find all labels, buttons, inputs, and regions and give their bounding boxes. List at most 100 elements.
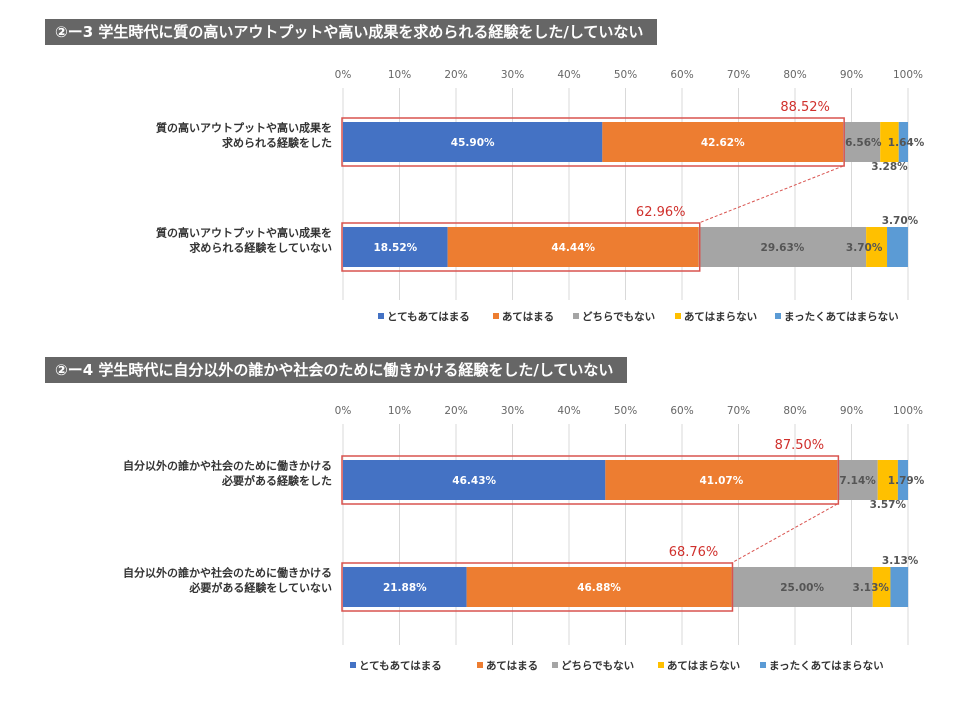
bar-segment [897, 460, 908, 500]
legend-swatch [573, 313, 579, 319]
bar-segment [731, 567, 873, 607]
category-label: 質の高いアウトプットや高い成果を [156, 121, 332, 135]
x-tick-label: 0% [335, 69, 352, 81]
category-label: 自分以外の誰かや社会のために働きかける [123, 459, 332, 473]
x-tick-label: 50% [614, 405, 637, 417]
category-label: 必要がある経験をした [221, 474, 332, 488]
x-tick-label: 100% [893, 405, 923, 417]
x-tick-label: 20% [444, 405, 467, 417]
bar-segment [605, 460, 838, 500]
x-tick-label: 90% [840, 69, 863, 81]
legend-label: どちらでもない [561, 659, 634, 672]
x-tick-label: 10% [388, 69, 411, 81]
bar-segment [447, 227, 699, 267]
bar-segment [877, 460, 898, 500]
category-label: 求められる経験をした [222, 136, 332, 150]
legend-swatch [378, 313, 384, 319]
bar-segment [837, 460, 878, 500]
highlight-total-label: 68.76% [669, 545, 719, 560]
x-tick-label: 30% [501, 69, 524, 81]
x-tick-label: 80% [783, 69, 806, 81]
bar-segment [872, 567, 891, 607]
bar-segment [602, 122, 844, 162]
segment-value-label: 41.07% [699, 475, 743, 487]
category-label: 必要がある経験をしていない [188, 581, 332, 595]
x-tick-label: 30% [501, 405, 524, 417]
segment-value-label: 45.90% [451, 137, 495, 149]
bar-segment [698, 227, 867, 267]
legend-label: あてはまる [502, 310, 554, 323]
x-tick-label: 40% [557, 69, 580, 81]
x-tick-label: 60% [670, 69, 693, 81]
bar-segment [343, 567, 467, 607]
segment-value-label: 3.57% [870, 499, 907, 511]
bar-segment [843, 122, 881, 162]
segment-value-label: 1.79% [888, 475, 925, 487]
x-tick-label: 60% [670, 405, 693, 417]
connector-line [698, 165, 844, 224]
segment-value-label: 3.13% [853, 582, 890, 594]
segment-value-label: 21.88% [383, 582, 427, 594]
legend-swatch [477, 662, 483, 668]
x-tick-label: 20% [444, 69, 467, 81]
x-tick-label: 10% [388, 405, 411, 417]
legend-swatch [552, 662, 558, 668]
segment-value-label: 42.62% [701, 137, 745, 149]
connector-line [731, 503, 838, 564]
segment-value-label: 3.70% [846, 242, 883, 254]
category-label: 質の高いアウトプットや高い成果を [156, 226, 332, 240]
x-tick-label: 70% [727, 405, 750, 417]
legend-swatch [675, 313, 681, 319]
x-tick-label: 80% [783, 405, 806, 417]
bar-segment [866, 227, 888, 267]
highlight-box [341, 117, 845, 167]
chart-title: ②ー4 学生時代に自分以外の誰かや社会のために働きかける経験をした/していない [45, 357, 628, 383]
bar-segment [887, 227, 908, 267]
x-tick-label: 50% [614, 69, 637, 81]
legend-label: あてはまらない [667, 659, 740, 672]
legend-label: あてはまる [486, 659, 538, 672]
segment-value-label: 1.64% [888, 137, 925, 149]
segment-value-label: 3.28% [871, 161, 908, 173]
legend-label: まったくあてはまらない [769, 659, 884, 672]
legend-swatch [760, 662, 766, 668]
bar-segment [466, 567, 732, 607]
segment-value-label: 7.14% [839, 475, 876, 487]
legend-swatch [350, 662, 356, 668]
highlight-box [341, 562, 734, 612]
x-tick-label: 70% [727, 69, 750, 81]
highlight-total-label: 87.50% [775, 438, 825, 453]
highlight-total-label: 88.52% [780, 100, 830, 115]
category-label: 自分以外の誰かや社会のために働きかける [123, 566, 332, 580]
legend-label: どちらでもない [582, 310, 655, 323]
legend-swatch [493, 313, 499, 319]
highlight-box [341, 455, 840, 505]
segment-value-label: 44.44% [551, 242, 595, 254]
chart-title: ②ー3 学生時代に質の高いアウトプットや高い成果を求められる経験をした/していな… [45, 19, 658, 45]
bar-segment [880, 122, 899, 162]
legend-label: とてもあてはまる [359, 659, 442, 672]
chart-panel-1: ②ー3 学生時代に質の高いアウトプットや高い成果を求められる経験をした/していな… [0, 0, 960, 340]
legend-label: まったくあてはまらない [784, 310, 899, 323]
x-tick-label: 100% [893, 69, 923, 81]
segment-value-label: 3.70% [882, 215, 919, 227]
highlight-total-label: 62.96% [636, 205, 686, 220]
segment-value-label: 18.52% [373, 242, 417, 254]
x-tick-label: 90% [840, 405, 863, 417]
bar-segment [890, 567, 909, 607]
segment-value-label: 6.56% [845, 137, 882, 149]
legend-label: あてはまらない [684, 310, 757, 323]
x-tick-label: 40% [557, 405, 580, 417]
segment-value-label: 25.00% [780, 582, 824, 594]
legend-label: とてもあてはまる [387, 310, 470, 323]
bar-segment [343, 227, 448, 267]
legend-swatch [775, 313, 781, 319]
category-label: 求められる経験をしていない [189, 241, 332, 255]
segment-value-label: 3.13% [882, 555, 919, 567]
segment-value-label: 46.88% [577, 582, 621, 594]
segment-value-label: 29.63% [761, 242, 805, 254]
bar-segment [898, 122, 908, 162]
x-tick-label: 0% [335, 405, 352, 417]
